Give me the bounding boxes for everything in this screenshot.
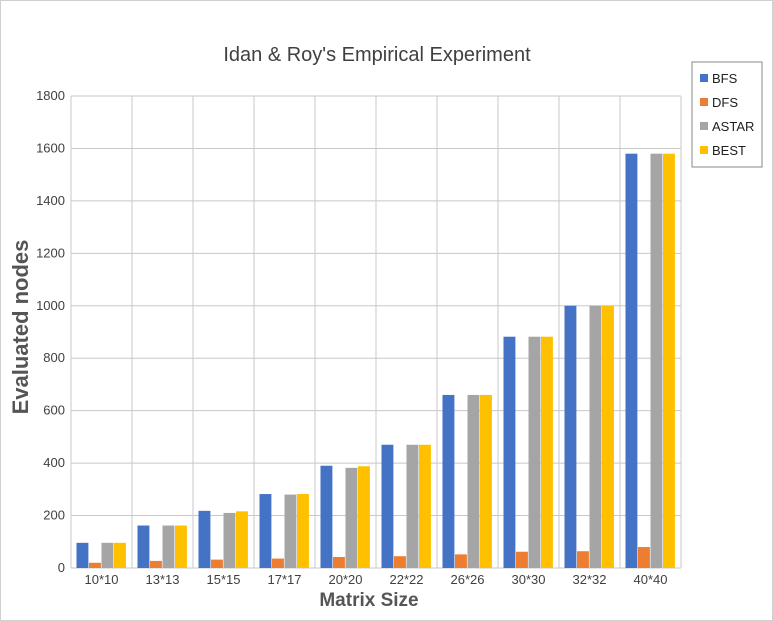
legend-label-dfs: DFS bbox=[712, 95, 738, 110]
bar-best-17*17 bbox=[297, 494, 309, 568]
x-tick-label: 13*13 bbox=[146, 572, 180, 587]
bar-astar-30*30 bbox=[528, 336, 541, 568]
x-tick-label: 20*20 bbox=[329, 572, 363, 587]
x-axis-title: Matrix Size bbox=[319, 590, 418, 611]
bar-best-10*10 bbox=[114, 542, 126, 568]
bar-best-13*13 bbox=[175, 525, 187, 568]
y-tick-label: 800 bbox=[43, 350, 65, 365]
bar-dfs-40*40 bbox=[637, 547, 650, 568]
y-tick-label: 1000 bbox=[36, 298, 65, 313]
bar-best-22*22 bbox=[419, 444, 431, 568]
x-tick-label: 30*30 bbox=[512, 572, 546, 587]
bars bbox=[76, 153, 675, 568]
bar-astar-15*15 bbox=[223, 512, 236, 568]
y-axis-title: Evaluated nodes bbox=[8, 240, 33, 415]
bar-bfs-13*13 bbox=[137, 525, 150, 568]
bar-best-26*26 bbox=[480, 394, 492, 568]
y-tick-label: 1800 bbox=[36, 88, 65, 103]
y-tick-label: 600 bbox=[43, 403, 65, 418]
bar-bfs-32*32 bbox=[564, 305, 577, 568]
legend: BFS DFS ASTAR BEST bbox=[691, 61, 763, 168]
bar-dfs-22*22 bbox=[393, 556, 406, 568]
x-tick-label: 32*32 bbox=[573, 572, 607, 587]
bar-best-20*20 bbox=[358, 466, 370, 568]
chart-title: Idan & Roy's Empirical Experiment bbox=[223, 44, 531, 66]
legend-swatch-bfs bbox=[700, 74, 708, 82]
bar-bfs-26*26 bbox=[442, 394, 455, 568]
bar-dfs-30*30 bbox=[515, 551, 528, 568]
x-tick-label: 22*22 bbox=[390, 572, 424, 587]
y-tick-label: 1600 bbox=[36, 140, 65, 155]
bar-dfs-15*15 bbox=[210, 559, 223, 568]
bar-dfs-10*10 bbox=[88, 562, 101, 568]
bar-astar-26*26 bbox=[467, 394, 480, 568]
legend-swatch-best bbox=[700, 146, 708, 154]
y-tick-label: 1200 bbox=[36, 245, 65, 260]
x-tick-label: 15*15 bbox=[207, 572, 241, 587]
bar-best-40*40 bbox=[663, 153, 675, 568]
x-tick-label: 40*40 bbox=[634, 572, 668, 587]
bar-bfs-15*15 bbox=[198, 510, 211, 568]
y-tick-label: 400 bbox=[43, 455, 65, 470]
bar-bfs-30*30 bbox=[503, 336, 516, 568]
legend-swatch-dfs bbox=[700, 98, 708, 106]
bar-bfs-20*20 bbox=[320, 465, 333, 568]
bar-dfs-13*13 bbox=[149, 560, 162, 568]
legend-label-best: BEST bbox=[712, 143, 746, 158]
bar-dfs-26*26 bbox=[454, 554, 467, 568]
bar-astar-17*17 bbox=[284, 494, 297, 568]
y-axis-ticks: 0 200 400 600 800 1000 1200 1400 1600 1800 bbox=[36, 88, 65, 575]
gridlines bbox=[70, 95, 682, 569]
y-tick-label: 0 bbox=[58, 560, 65, 575]
bar-best-32*32 bbox=[602, 305, 614, 568]
x-tick-label: 26*26 bbox=[451, 572, 485, 587]
y-tick-label: 200 bbox=[43, 508, 65, 523]
legend-label-astar: ASTAR bbox=[712, 119, 754, 134]
x-axis-ticks: 10*10 13*13 15*15 17*17 20*20 22*22 26*26 30*30… bbox=[85, 572, 668, 587]
y-tick-label: 1400 bbox=[36, 193, 65, 208]
bar-bfs-17*17 bbox=[259, 494, 272, 568]
bar-astar-22*22 bbox=[406, 444, 419, 568]
bar-dfs-20*20 bbox=[332, 556, 345, 568]
bar-bfs-40*40 bbox=[625, 153, 638, 568]
bar-astar-32*32 bbox=[589, 305, 602, 568]
legend-label-bfs: BFS bbox=[712, 71, 738, 86]
bar-bfs-22*22 bbox=[381, 444, 394, 568]
bar-bfs-10*10 bbox=[76, 542, 89, 568]
x-tick-label: 17*17 bbox=[268, 572, 302, 587]
bar-best-30*30 bbox=[541, 336, 553, 568]
bar-astar-13*13 bbox=[162, 525, 175, 568]
bar-astar-20*20 bbox=[345, 467, 358, 568]
bar-dfs-17*17 bbox=[271, 558, 284, 568]
x-tick-label: 10*10 bbox=[85, 572, 119, 587]
bar-dfs-32*32 bbox=[576, 551, 589, 568]
bar-best-15*15 bbox=[236, 511, 248, 568]
bar-astar-40*40 bbox=[650, 153, 663, 568]
bar-astar-10*10 bbox=[101, 542, 114, 568]
legend-swatch-astar bbox=[700, 122, 708, 130]
